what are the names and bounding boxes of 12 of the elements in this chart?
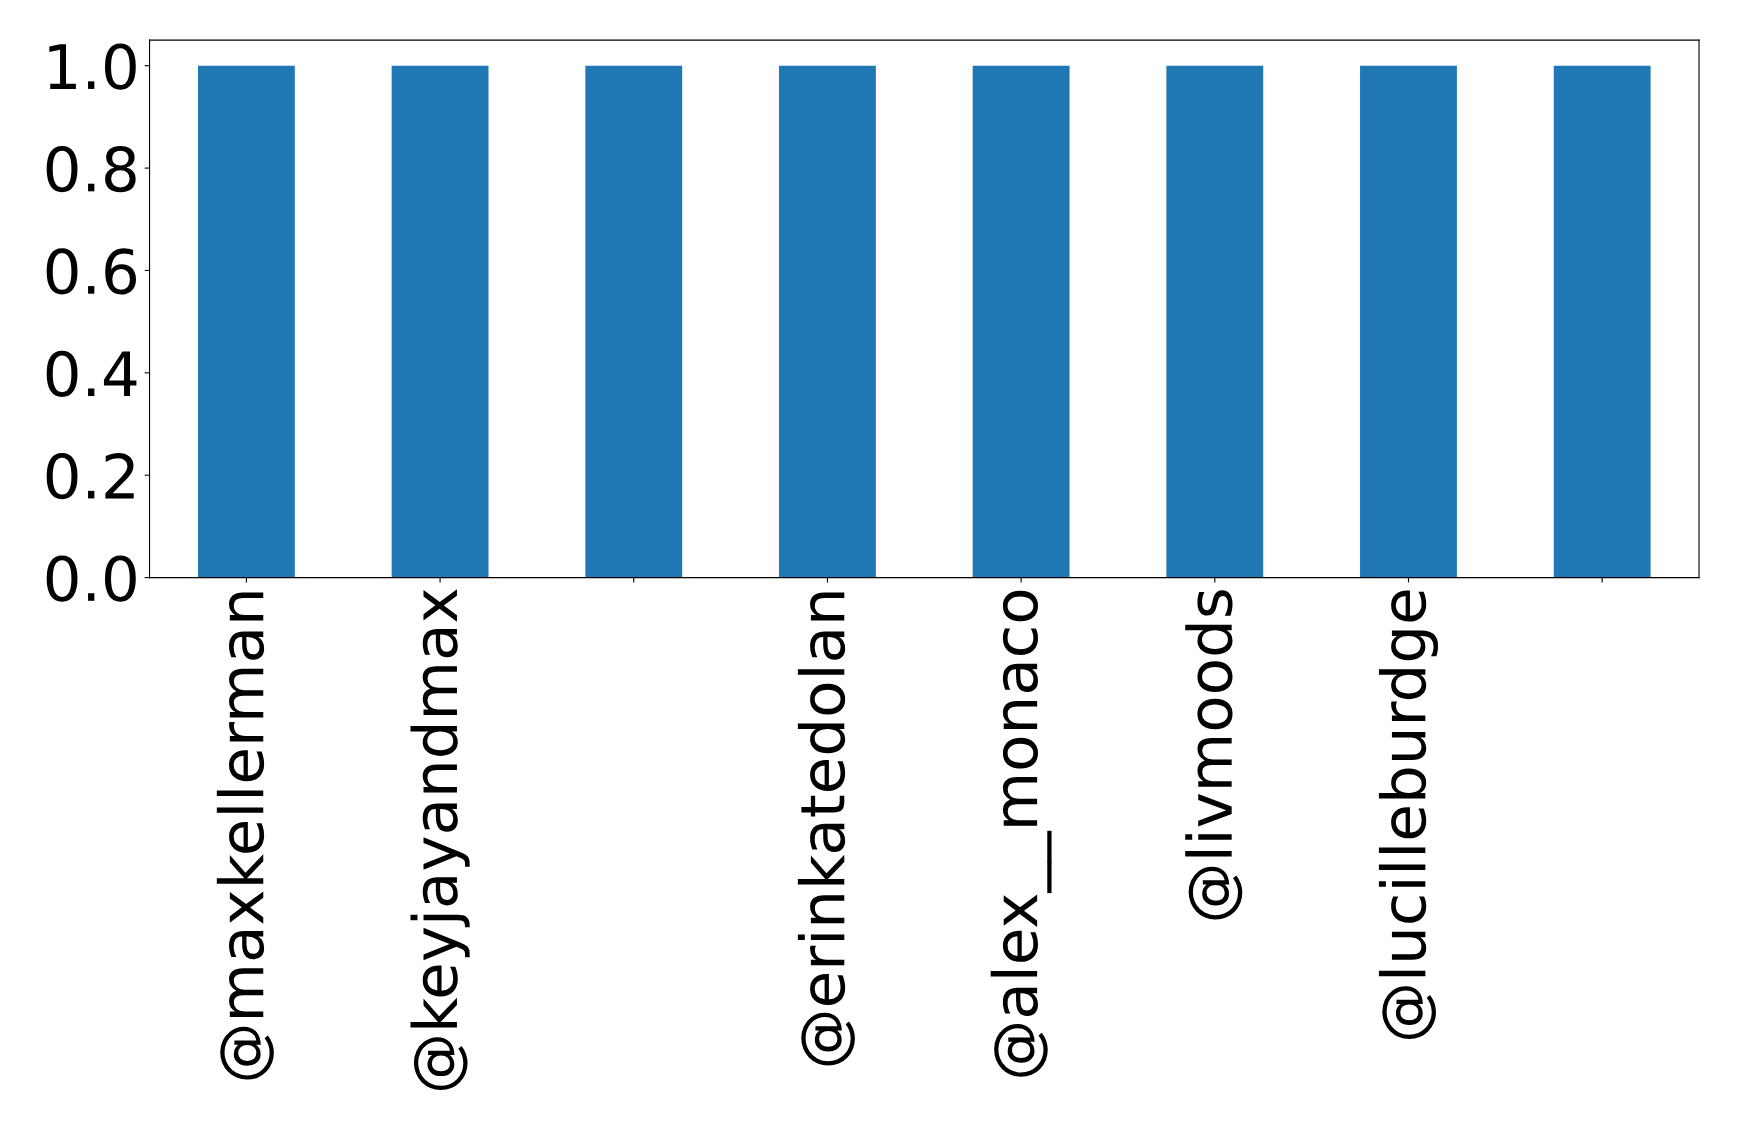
x-tick-label: @livmoods <box>1185 590 1243 920</box>
x-tick-label: @maxkellerman <box>216 592 274 1080</box>
y-tick-label: 1.0 <box>49 43 136 90</box>
y-tick-label: 0.0 <box>46 555 136 602</box>
x-tick-label: @erinkatedolan <box>797 592 855 1066</box>
x-tick-label: @lucilleburdge <box>1378 590 1439 1039</box>
x-tick-label: @alex__monaco <box>990 590 1052 1077</box>
y-tick-label: 0.4 <box>46 350 137 397</box>
y-tick-label: 0.2 <box>46 453 134 500</box>
y-tick-label: 0.8 <box>46 145 136 193</box>
y-tick-label: 0.6 <box>46 248 136 295</box>
x-tick-label: @keyjayandmax <box>410 589 470 1091</box>
